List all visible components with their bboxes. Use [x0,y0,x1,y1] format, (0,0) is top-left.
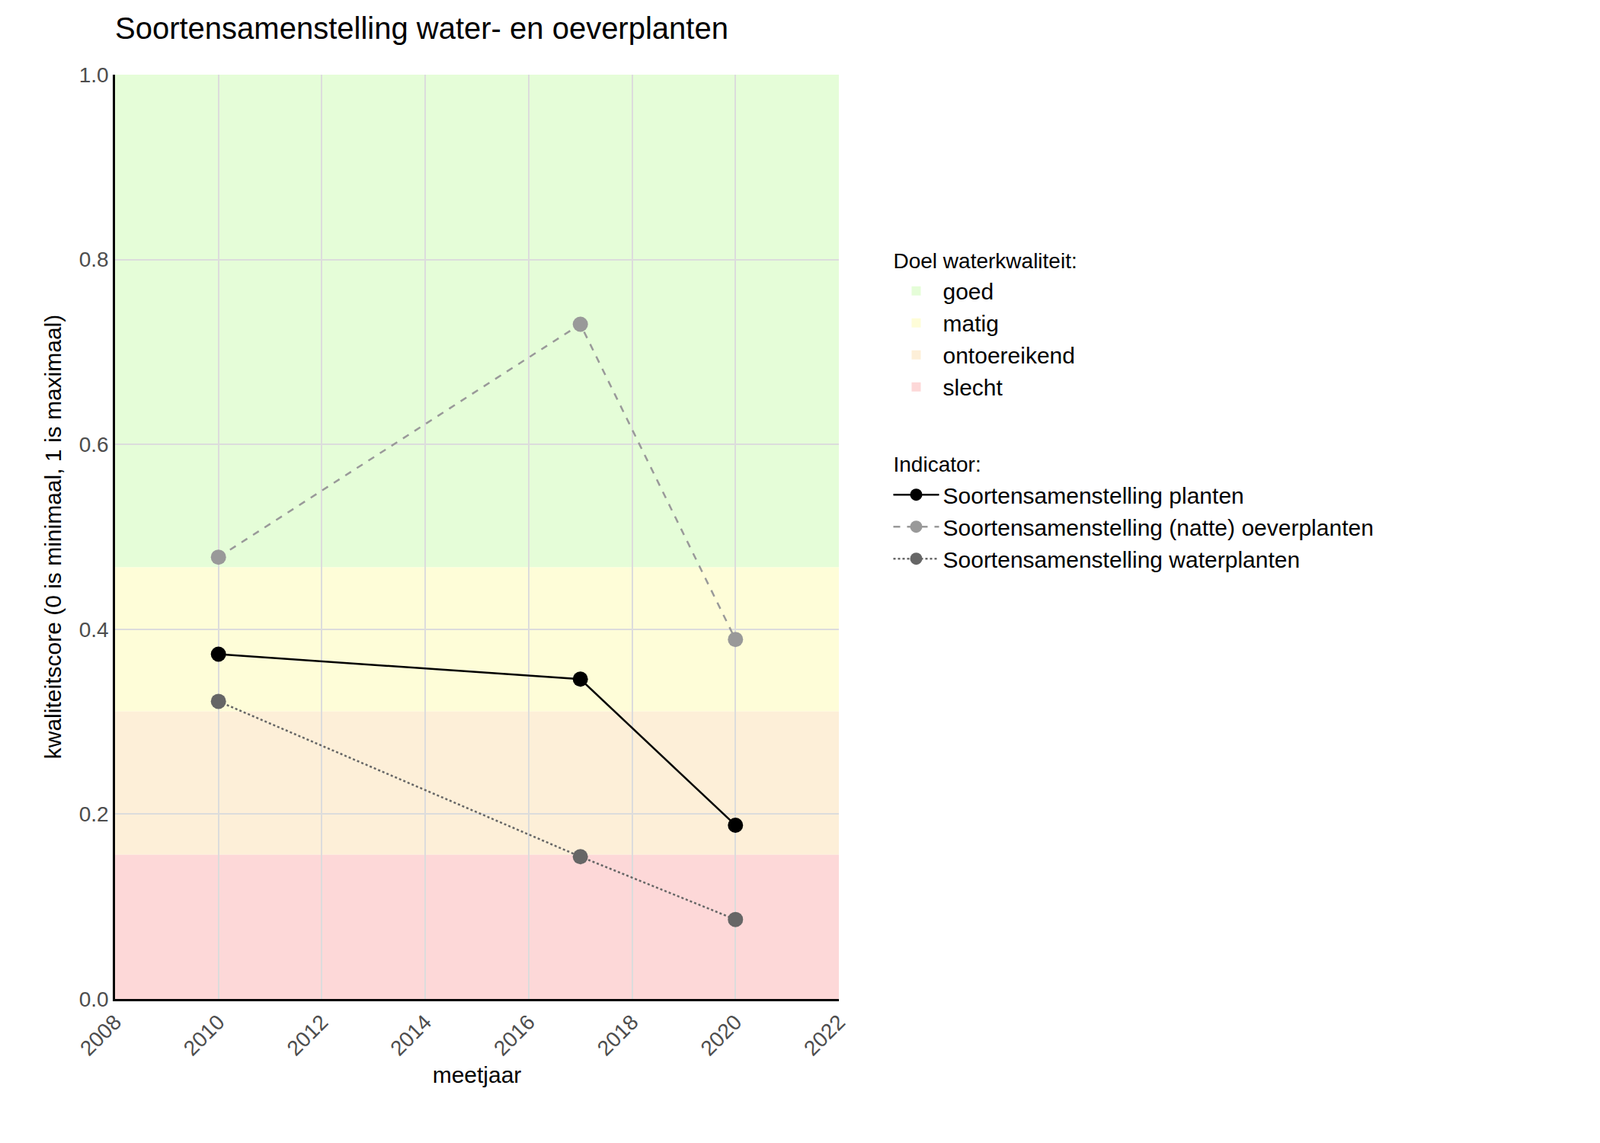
svg-text:2018: 2018 [592,1010,644,1061]
svg-text:2010: 2010 [179,1010,230,1061]
svg-text:2008: 2008 [75,1010,126,1061]
svg-text:Indicator:: Indicator: [893,452,982,477]
svg-text:Soortensamenstelling planten: Soortensamenstelling planten [943,483,1245,509]
svg-text:2016: 2016 [489,1010,540,1061]
svg-text:Soortensamenstelling water- en: Soortensamenstelling water- en oeverplan… [115,11,729,45]
svg-text:2020: 2020 [695,1010,746,1061]
svg-text:Soortensamenstelling waterplan: Soortensamenstelling waterplanten [943,547,1301,573]
svg-text:Soortensamenstelling (natte) o: Soortensamenstelling (natte) oeverplante… [943,515,1374,541]
svg-text:Doel waterkwaliteit:: Doel waterkwaliteit: [893,249,1078,273]
svg-text:0.8: 0.8 [79,247,109,272]
svg-text:2022: 2022 [799,1010,850,1061]
svg-text:matig: matig [943,310,999,336]
svg-text:slecht: slecht [943,374,1004,400]
svg-text:ontoereikend: ontoereikend [943,342,1076,368]
svg-text:0.6: 0.6 [79,432,109,457]
svg-text:1.0: 1.0 [79,63,109,87]
svg-text:meetjaar: meetjaar [432,1062,522,1088]
svg-text:0.4: 0.4 [79,617,109,642]
svg-text:2012: 2012 [282,1010,333,1061]
svg-text:0.0: 0.0 [79,987,109,1012]
svg-text:goed: goed [943,278,995,304]
svg-text:2014: 2014 [385,1010,436,1061]
svg-text:kwaliteitscore (0 is minimaal,: kwaliteitscore (0 is minimaal, 1 is maxi… [40,314,66,759]
svg-text:0.2: 0.2 [79,802,109,826]
